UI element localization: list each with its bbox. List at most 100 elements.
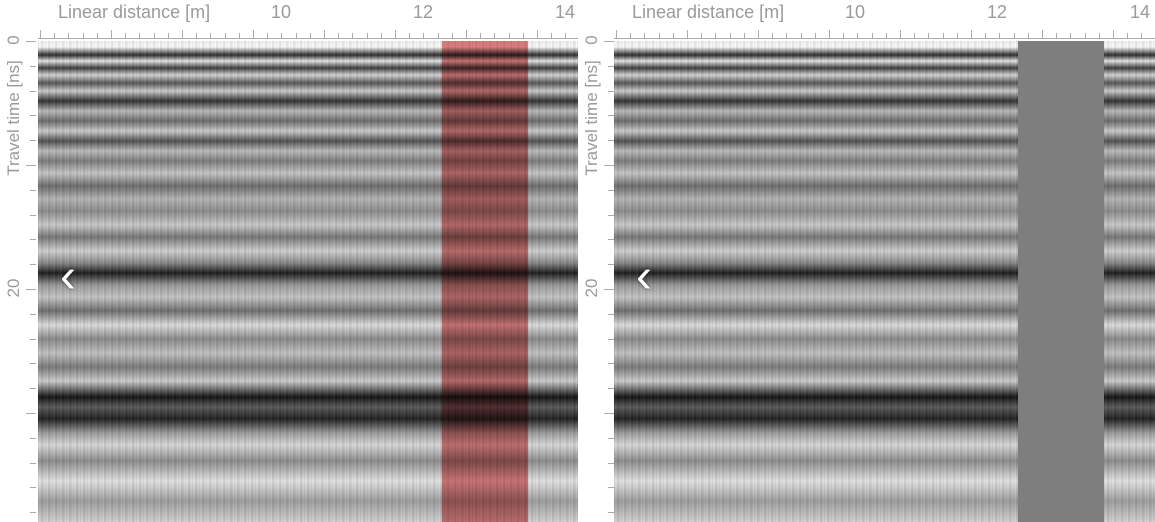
distance-tick <box>97 33 98 38</box>
time-tick <box>30 215 36 216</box>
time-tick <box>608 140 614 141</box>
time-tick-label: 0 <box>4 35 23 45</box>
time-tick <box>30 339 36 340</box>
distance-tick <box>1028 33 1029 38</box>
distance-tick <box>466 30 467 38</box>
time-tick-label: 0 <box>582 35 601 45</box>
time-tick <box>604 413 614 414</box>
time-tick <box>604 289 614 290</box>
distance-tick-label: 10 <box>271 2 292 22</box>
distance-tick <box>1127 33 1128 38</box>
distance-axis-title: Linear distance [m] <box>58 2 211 22</box>
distance-tick <box>843 33 844 38</box>
distance-tick <box>83 33 84 38</box>
time-tick <box>26 165 36 166</box>
distance-tick <box>1042 30 1043 38</box>
radargram-panel-right: Linear distance [m] 10 12 14 Travel time… <box>578 0 1155 522</box>
distance-tick <box>1056 33 1057 38</box>
distance-tick <box>239 33 240 38</box>
distance-axis-title: Linear distance [m] <box>632 2 785 22</box>
distance-tick <box>928 33 929 38</box>
distance-tick <box>630 33 631 38</box>
distance-tick <box>523 33 524 38</box>
distance-tick <box>1085 33 1086 38</box>
distance-tick <box>914 33 915 38</box>
time-tick <box>30 239 36 240</box>
distance-tick <box>551 33 552 38</box>
distance-tick <box>1099 33 1100 38</box>
time-tick <box>608 190 614 191</box>
chevron-left-icon[interactable]: ‹ <box>636 250 652 303</box>
distance-tick <box>196 33 197 38</box>
time-tick <box>30 190 36 191</box>
time-axis: Travel time [ns] 0 20 <box>0 0 38 522</box>
distance-tick <box>225 33 226 38</box>
time-tick <box>30 66 36 67</box>
distance-axis: Linear distance [m] 10 12 14 <box>578 0 1155 41</box>
time-tick <box>26 41 36 42</box>
time-tick <box>608 512 614 513</box>
distance-tick <box>565 33 566 38</box>
time-tick <box>30 388 36 389</box>
distance-tick <box>1113 30 1114 38</box>
distance-tick <box>423 33 424 38</box>
distance-tick <box>829 30 830 38</box>
distance-tick <box>267 33 268 38</box>
radargram-panel-left: Linear distance [m] 10 12 14 Travel time… <box>0 0 578 522</box>
time-tick <box>604 41 614 42</box>
chevron-left-icon[interactable]: ‹ <box>60 250 76 303</box>
time-tick <box>608 115 614 116</box>
distance-tick <box>730 33 731 38</box>
distance-tick <box>786 33 787 38</box>
time-tick-label: 20 <box>4 278 23 298</box>
time-tick <box>608 363 614 364</box>
distance-tick <box>452 33 453 38</box>
distance-tick <box>281 33 282 38</box>
time-tick <box>30 264 36 265</box>
time-tick <box>30 115 36 116</box>
distance-tick <box>494 33 495 38</box>
distance-tick <box>139 33 140 38</box>
distance-tick <box>715 33 716 38</box>
time-tick <box>608 463 614 464</box>
distance-tick <box>367 33 368 38</box>
time-tick <box>26 289 36 290</box>
selected-region-highlight[interactable] <box>442 41 528 522</box>
time-tick <box>608 91 614 92</box>
axis-line <box>38 38 578 39</box>
masked-region[interactable] <box>1018 41 1104 522</box>
distance-tick <box>687 30 688 38</box>
distance-tick <box>872 33 873 38</box>
distance-axis: Linear distance [m] 10 12 14 <box>0 0 578 41</box>
distance-tick <box>438 33 439 38</box>
distance-tick <box>111 30 112 38</box>
distance-tick <box>957 33 958 38</box>
time-axis: Travel time [ns] 0 20 <box>578 0 614 522</box>
distance-tick <box>900 30 901 38</box>
distance-tick <box>999 33 1000 38</box>
time-tick <box>608 438 614 439</box>
time-tick <box>30 91 36 92</box>
time-axis-title: Travel time [ns] <box>582 60 601 176</box>
distance-tick <box>210 33 211 38</box>
time-tick <box>30 487 36 488</box>
time-tick <box>30 314 36 315</box>
distance-tick <box>125 33 126 38</box>
distance-tick <box>644 33 645 38</box>
distance-tick <box>338 33 339 38</box>
distance-tick <box>40 30 41 38</box>
distance-tick <box>296 33 297 38</box>
distance-tick <box>943 33 944 38</box>
distance-tick-label: 10 <box>845 2 866 22</box>
distance-tick <box>395 30 396 38</box>
distance-tick <box>744 33 745 38</box>
time-tick <box>608 239 614 240</box>
distance-tick <box>1014 33 1015 38</box>
time-tick <box>608 339 614 340</box>
time-tick <box>608 215 614 216</box>
distance-tick <box>168 33 169 38</box>
time-tick-label: 20 <box>582 278 601 298</box>
distance-tick <box>480 33 481 38</box>
distance-tick <box>182 30 183 38</box>
time-tick <box>608 487 614 488</box>
